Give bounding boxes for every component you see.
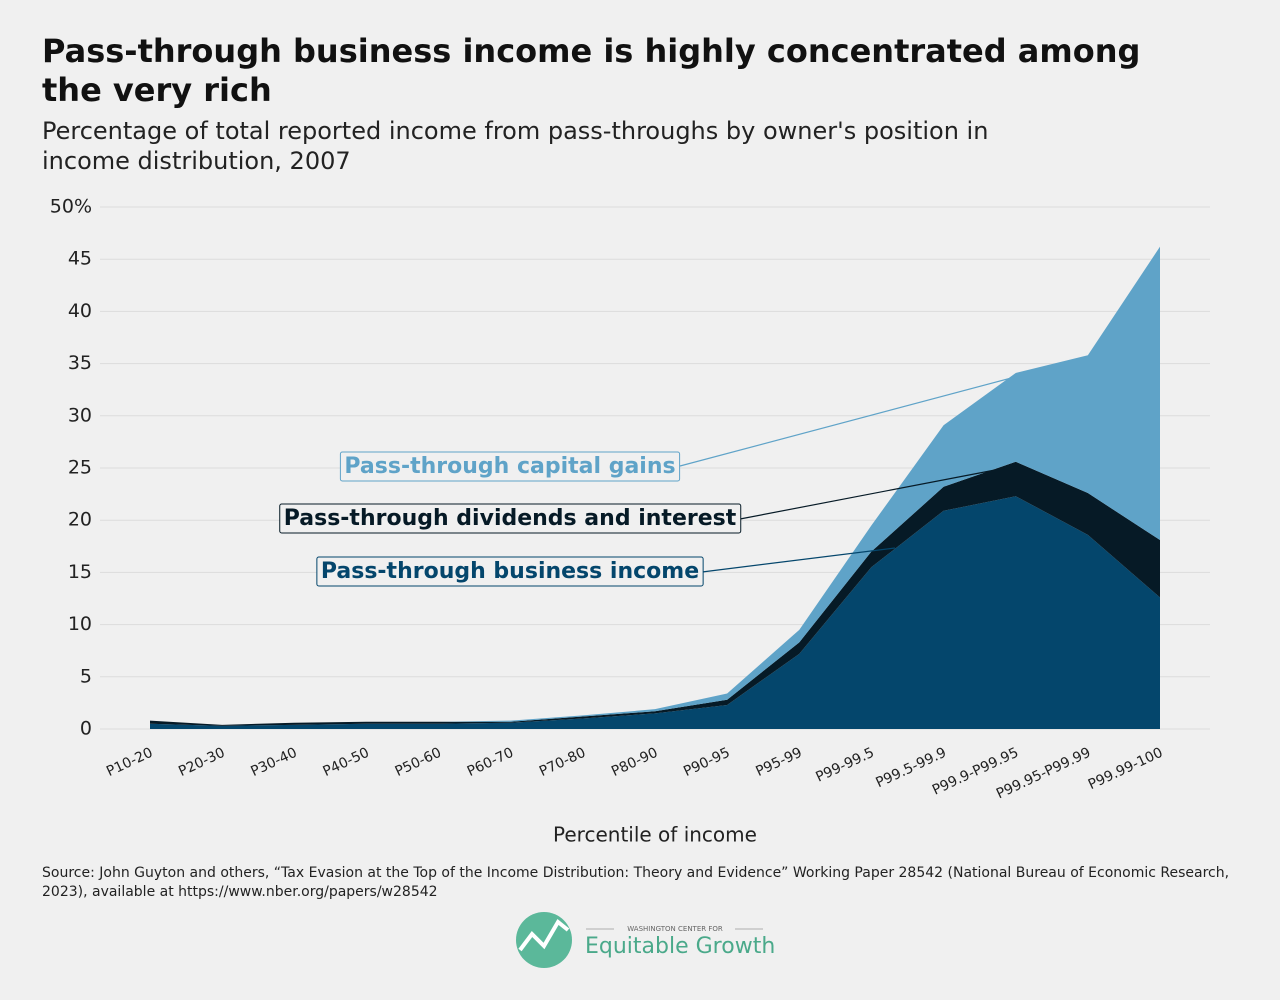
area (150, 461, 1160, 726)
x-tick-label: P40-50 (321, 745, 372, 780)
x-tick-label: P99-99.5 (813, 745, 876, 786)
legend-label: Pass-through capital gains (344, 454, 675, 479)
legend-label: Pass-through business income (321, 559, 699, 584)
logo-text: Equitable Growth (585, 934, 775, 959)
logo-top: WASHINGTON CENTER FOR (627, 925, 723, 933)
x-tick-label: P50-60 (393, 745, 444, 780)
leader-line (679, 376, 1016, 467)
y-tick-label: 50% (50, 196, 92, 218)
y-tick-label: 10 (68, 613, 92, 635)
series-label: Pass-through dividends and interest (279, 503, 742, 534)
x-tick-label: P10-20 (104, 745, 155, 780)
x-tick-label: P20-30 (176, 745, 227, 780)
chart-subtitle: Percentage of total reported income from… (42, 117, 989, 175)
label-box (279, 503, 742, 534)
x-tick-label: P99.99-100 (1086, 745, 1166, 793)
series-label: Pass-through business income (316, 556, 704, 587)
x-tick-label: P70-80 (537, 745, 588, 780)
x-tick-label: P90-95 (681, 745, 732, 780)
x-tick-label: P30-40 (248, 745, 299, 780)
label-box (316, 556, 704, 587)
logo-mark (516, 912, 572, 968)
y-tick-label: 35 (68, 352, 92, 374)
series-label: Pass-through capital gains (339, 451, 681, 482)
leader-line (739, 469, 996, 520)
areas (150, 246, 1160, 729)
source-note: Source: John Guyton and others, “Tax Eva… (42, 865, 1230, 900)
leader-line (701, 547, 896, 573)
area (150, 496, 1160, 729)
y-tick-label: 0 (80, 718, 92, 740)
annotations: Pass-through business income Pass-through… (279, 376, 1016, 587)
logo: WASHINGTON CENTER FOR Equitable Growth (516, 912, 775, 968)
y-tick-label: 25 (68, 457, 92, 479)
x-axis-label: Percentile of income (553, 823, 757, 847)
y-tick-label: 40 (68, 300, 92, 322)
x-tick-label: P60-70 (465, 745, 516, 780)
y-tick-label: 5 (80, 665, 92, 687)
y-tick-label: 30 (68, 404, 92, 426)
x-tick-label: P80-90 (609, 745, 660, 780)
logo-icon (518, 918, 570, 952)
chart-title: Pass-through business income is highly c… (42, 32, 1141, 109)
x-tick-label: P95-99 (753, 745, 804, 780)
y-tick-label: 45 (68, 248, 92, 270)
legend-label: Pass-through dividends and interest (284, 506, 737, 531)
y-tick-label: 15 (68, 561, 92, 583)
y-tick-label: 20 (68, 509, 92, 531)
label-box (339, 451, 681, 482)
